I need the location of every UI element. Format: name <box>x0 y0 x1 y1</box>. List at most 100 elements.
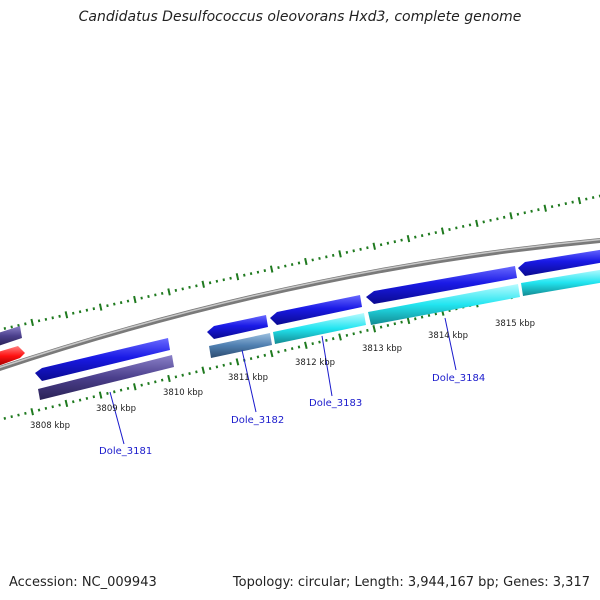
minor-tick <box>400 320 403 324</box>
minor-tick <box>557 203 561 207</box>
minor-tick <box>229 276 232 280</box>
minor-tick <box>277 266 280 270</box>
minor-tick <box>318 340 321 344</box>
gene-feature[interactable] <box>207 315 268 339</box>
minor-tick <box>263 269 267 273</box>
cds-feature[interactable] <box>368 284 520 325</box>
gene-labels: Dole_3181 Dole_3182 Dole_3183 Dole_3184 <box>99 373 485 457</box>
minor-tick <box>24 411 27 415</box>
major-tick <box>98 391 103 399</box>
major-tick <box>406 316 411 325</box>
minor-tick <box>263 353 267 357</box>
minor-tick <box>386 241 390 245</box>
minor-tick <box>537 208 540 212</box>
minor-tick <box>400 238 403 242</box>
minor-tick <box>571 200 574 204</box>
minor-tick <box>352 249 355 253</box>
minor-tick <box>359 247 362 251</box>
minor-tick <box>318 256 321 260</box>
gene-feature[interactable] <box>0 326 22 346</box>
ruler-label: 3809 kbp <box>96 404 136 414</box>
minor-tick <box>215 365 219 369</box>
cds-feature[interactable] <box>273 313 366 344</box>
minor-tick <box>331 337 335 341</box>
minor-tick <box>414 317 417 321</box>
minor-tick <box>345 333 349 337</box>
major-tick <box>269 349 274 358</box>
major-tick <box>133 295 137 304</box>
minor-tick <box>523 211 526 215</box>
minor-tick <box>420 315 424 319</box>
minor-tick <box>92 307 96 311</box>
gene-label[interactable]: Dole_3183 <box>309 398 362 409</box>
minor-tick <box>427 313 431 317</box>
minor-tick <box>3 327 7 330</box>
minor-tick <box>345 250 349 254</box>
gene-label[interactable]: Dole_3184 <box>432 373 485 384</box>
minor-tick <box>222 278 225 282</box>
minor-tick <box>564 202 568 206</box>
minor-tick <box>51 405 54 409</box>
minor-tick <box>188 372 191 376</box>
ruler-label: 3811 kbp <box>228 373 268 383</box>
ruler-label: 3812 kbp <box>295 358 335 368</box>
major-tick <box>167 288 171 296</box>
minor-tick <box>256 355 260 359</box>
accession-text: Accession: NC_009943 <box>9 575 157 590</box>
gene-leader-lines <box>109 317 457 445</box>
minor-tick <box>58 314 61 318</box>
major-tick <box>235 273 240 281</box>
major-tick <box>64 399 69 408</box>
minor-tick <box>44 317 48 321</box>
cds-feature[interactable] <box>38 355 174 400</box>
ruler-label: 3810 kbp <box>163 388 203 398</box>
minor-tick <box>37 408 41 412</box>
minor-tick <box>113 302 116 306</box>
major-tick <box>98 303 103 311</box>
outer-tick-track <box>3 194 600 330</box>
minor-tick <box>113 390 116 394</box>
minor-tick <box>85 308 89 312</box>
minor-tick <box>208 281 212 285</box>
minor-tick <box>427 232 431 236</box>
minor-tick <box>366 328 369 332</box>
genome-title: Candidatus Desulfococcus oleovorans Hxd3… <box>78 9 522 25</box>
minor-tick <box>195 370 198 374</box>
minor-tick <box>119 301 123 305</box>
gene-label[interactable]: Dole_3181 <box>99 446 152 457</box>
minor-tick <box>496 217 499 221</box>
minor-tick <box>550 205 554 209</box>
cds-feature[interactable] <box>209 333 272 358</box>
major-tick <box>304 257 308 266</box>
minor-tick <box>71 400 75 404</box>
minor-tick <box>85 396 89 400</box>
minor-tick <box>461 224 465 228</box>
minor-tick <box>78 398 82 402</box>
minor-tick <box>106 391 109 395</box>
minor-tick <box>448 227 451 232</box>
major-tick <box>406 234 411 243</box>
minor-tick <box>147 294 150 299</box>
major-tick <box>167 374 171 383</box>
minor-tick <box>311 342 314 346</box>
minor-tick <box>44 406 48 410</box>
minor-tick <box>195 284 198 288</box>
minor-tick <box>256 270 260 274</box>
minor-tick <box>78 310 82 314</box>
minor-tick <box>154 380 157 384</box>
gene-feature[interactable] <box>518 249 600 276</box>
rna-feature[interactable] <box>0 346 25 366</box>
minor-tick <box>126 386 130 390</box>
gene-feature[interactable] <box>366 266 517 304</box>
gene-label[interactable]: Dole_3182 <box>231 415 284 426</box>
ruler-labels: 3808 kbp 3809 kbp 3810 kbp 3811 kbp 3812 kbp… <box>30 319 535 431</box>
cds-feature[interactable] <box>521 269 600 296</box>
inner-tick-track <box>3 272 600 420</box>
gene-feature[interactable] <box>35 338 170 381</box>
minor-tick <box>58 403 61 407</box>
major-tick <box>30 318 34 327</box>
minor-tick <box>140 296 143 300</box>
major-tick <box>577 196 582 205</box>
gene-feature[interactable] <box>270 295 362 325</box>
minor-tick <box>420 234 424 238</box>
